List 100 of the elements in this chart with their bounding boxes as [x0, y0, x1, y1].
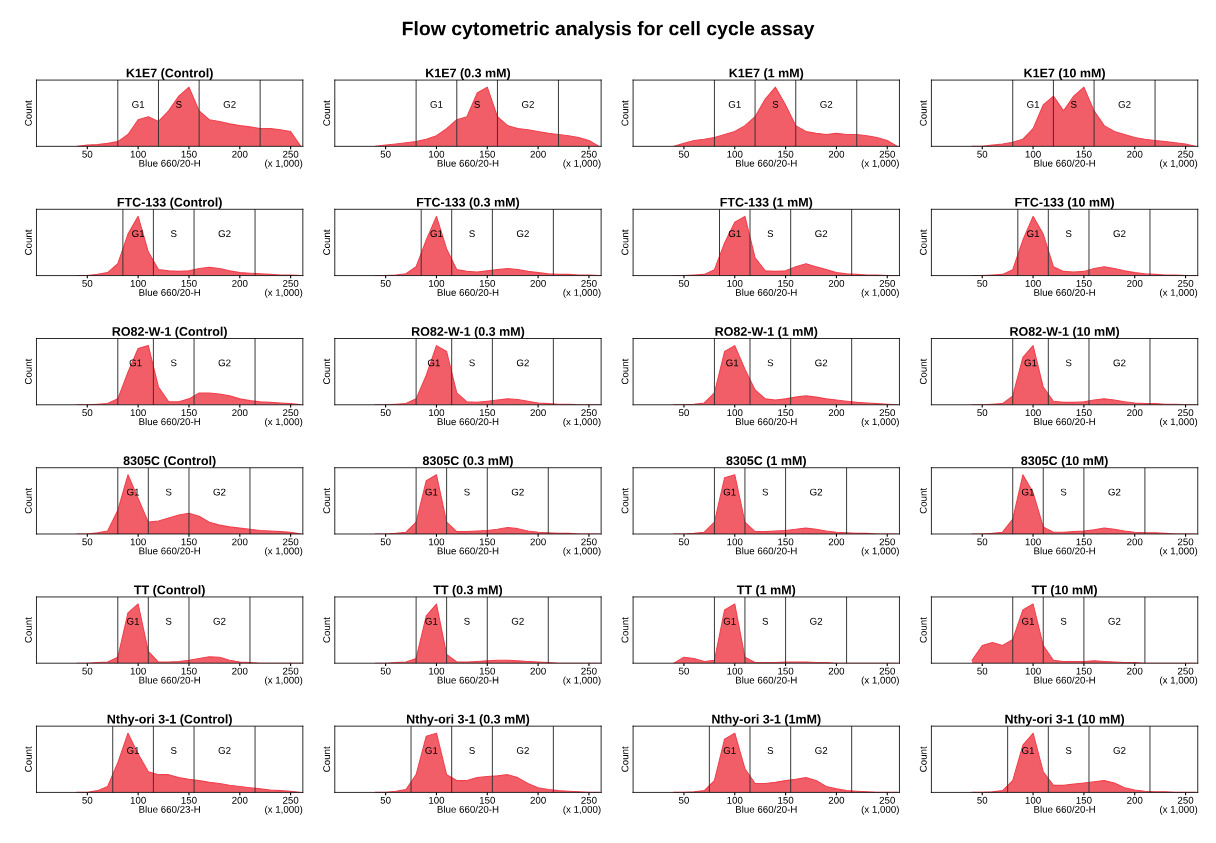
- x-tick-label: 200: [1127, 150, 1143, 158]
- text: (x 1,000): [265, 805, 303, 815]
- x-tick-label: 200: [530, 279, 546, 287]
- y-axis-title: Count: [323, 358, 331, 385]
- annotation: G2: [1118, 100, 1131, 108]
- x-tick-label: 150: [778, 538, 794, 546]
- chart-title: K1E7 (0.3 mM): [426, 68, 511, 80]
- x-tick-label: 150: [181, 279, 197, 287]
- x-tick-label: 200: [232, 667, 248, 675]
- x-tick-label: 250: [283, 796, 299, 804]
- annotation: G2: [516, 230, 529, 238]
- annotation: G2: [820, 100, 833, 108]
- x-tick-label: 250: [283, 150, 299, 158]
- annotation: S: [762, 488, 769, 496]
- x-tick-label: 200: [1127, 409, 1143, 417]
- chart-title: Nthy-ori 3-1 (1mM): [712, 714, 821, 726]
- x-tick-label: 100: [429, 667, 445, 675]
- x-tick-label: 200: [232, 150, 248, 158]
- annotation: G1: [726, 359, 739, 367]
- x-tick-label: 50: [678, 538, 689, 546]
- y-axis-title: Count: [24, 358, 32, 385]
- x-tick-label: 100: [1025, 150, 1041, 158]
- x-tick-label: 250: [283, 538, 299, 546]
- x-tick-label: 150: [479, 538, 496, 546]
- x-tick-label: 250: [581, 279, 597, 287]
- x-tick-label: 100: [1025, 409, 1041, 417]
- annotation: G1: [425, 488, 438, 496]
- annotation: G1: [728, 230, 741, 238]
- x-tick-label: 150: [778, 150, 794, 158]
- x-tick-label: 250: [879, 796, 895, 804]
- chart-title: TT (Control): [134, 585, 205, 597]
- y-axis-title: Count: [919, 617, 927, 643]
- annotation: G2: [1108, 617, 1121, 625]
- x-axis-title: Blue 660/20-H: [1034, 418, 1095, 426]
- annotation: S: [772, 100, 779, 108]
- x-tick-label: 100: [727, 409, 743, 417]
- text: (x 1,000): [861, 547, 899, 557]
- x-axis-title: Blue 660/20-H: [139, 288, 200, 296]
- y-axis-title: Count: [621, 100, 629, 126]
- x-tick-label: 150: [778, 279, 794, 287]
- annotation: G2: [516, 747, 529, 754]
- x-tick-label: 150: [1076, 409, 1092, 417]
- x-tick-label: 50: [678, 150, 689, 158]
- annotation: G2: [1113, 359, 1126, 367]
- annotation: S: [767, 747, 774, 754]
- text: (x 1,000): [861, 159, 899, 169]
- x-axis-title: Blue 660/20-H: [437, 418, 499, 426]
- y-axis-title: Count: [919, 100, 927, 126]
- x-tick-label: 250: [879, 409, 895, 417]
- x-tick-label: 150: [1076, 150, 1092, 158]
- chart-title: RO82-W-1 (10 mM): [1010, 326, 1120, 339]
- x-tick-label: 50: [977, 279, 988, 287]
- annotation: G1: [1021, 488, 1034, 496]
- x-tick-label: 200: [828, 796, 845, 804]
- chart-title: TT (10 mM): [1031, 585, 1097, 597]
- text: (x 1,000): [1160, 805, 1198, 815]
- y-axis-title: Count: [621, 617, 629, 643]
- x-tick-label: 100: [429, 538, 445, 546]
- annotation: S: [464, 488, 470, 496]
- annotation: G2: [810, 617, 823, 625]
- annotation: G2: [213, 488, 226, 496]
- annotation: G2: [218, 230, 231, 238]
- annotation: G1: [425, 747, 438, 754]
- annotation: S: [1065, 747, 1072, 754]
- annotation: S: [1060, 488, 1067, 496]
- x-tick-label: 150: [181, 667, 197, 675]
- x-axis-title: Blue 660/20-H: [1034, 805, 1095, 813]
- x-axis-title: Blue 660/20-H: [437, 159, 499, 167]
- annotation: S: [762, 617, 769, 625]
- x-tick-label: 250: [581, 409, 597, 417]
- x-tick-label: 250: [1177, 667, 1194, 675]
- x-tick-label: 200: [232, 279, 248, 287]
- x-tick-label: 250: [283, 409, 299, 417]
- chart-title: K1E7 (1 mM): [729, 68, 804, 80]
- x-axis-title: Blue 660/20-H: [1034, 676, 1095, 684]
- annotation: G1: [1027, 100, 1040, 108]
- x-axis-title: Blue 660/20-H: [736, 159, 797, 167]
- x-axis-title: Blue 660/20-H: [736, 676, 797, 684]
- annotation: G1: [723, 747, 736, 754]
- annotation: S: [474, 100, 480, 108]
- x-axis-title: Blue 660/20-H: [1034, 547, 1095, 555]
- x-tick-label: 100: [1025, 667, 1041, 675]
- x-tick-label: 100: [130, 409, 146, 417]
- x-tick-label: 250: [879, 667, 895, 675]
- annotation: S: [170, 230, 177, 238]
- y-axis-title: Count: [621, 229, 629, 255]
- x-tick-label: 250: [283, 667, 299, 675]
- annotation: G1: [132, 100, 145, 108]
- text: (x 1,000): [1160, 676, 1198, 686]
- x-tick-label: 100: [727, 279, 743, 287]
- x-tick-label: 150: [181, 409, 197, 417]
- annotation: S: [165, 488, 172, 496]
- x-axis-title: Blue 660/20-H: [139, 159, 200, 167]
- annotation: G1: [723, 617, 736, 625]
- text: (x 1,000): [265, 418, 303, 428]
- x-tick-label: 150: [1076, 538, 1092, 546]
- x-tick-label: 250: [581, 538, 597, 546]
- x-tick-label: 50: [977, 150, 988, 158]
- x-tick-label: 50: [678, 796, 689, 804]
- text: (x 1,000): [1160, 547, 1198, 557]
